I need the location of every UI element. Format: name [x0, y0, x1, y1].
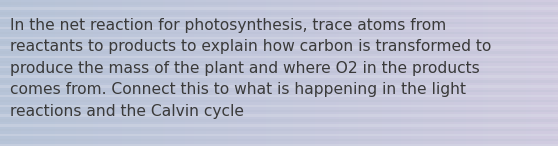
- Bar: [0, 41, 558, 44]
- Bar: [0, 139, 558, 141]
- Bar: [0, 22, 558, 24]
- Bar: [0, 95, 558, 97]
- Bar: [0, 56, 558, 58]
- Bar: [0, 27, 558, 29]
- Bar: [0, 144, 558, 146]
- Bar: [0, 61, 558, 63]
- Bar: [0, 90, 558, 92]
- Bar: [0, 7, 558, 10]
- Bar: [0, 46, 558, 49]
- Bar: [0, 36, 558, 39]
- Bar: [0, 32, 558, 34]
- Bar: [0, 105, 558, 107]
- Text: In the net reaction for photosynthesis, trace atoms from
reactants to products t: In the net reaction for photosynthesis, …: [10, 18, 492, 119]
- Bar: [0, 66, 558, 68]
- Bar: [0, 114, 558, 117]
- Bar: [0, 124, 558, 127]
- Bar: [0, 119, 558, 122]
- Bar: [0, 100, 558, 102]
- Bar: [0, 75, 558, 78]
- Bar: [0, 2, 558, 5]
- Bar: [0, 12, 558, 15]
- Bar: [0, 51, 558, 54]
- Bar: [0, 17, 558, 19]
- Bar: [0, 85, 558, 88]
- Bar: [0, 110, 558, 112]
- Bar: [0, 80, 558, 83]
- Bar: [0, 71, 558, 73]
- Bar: [0, 129, 558, 131]
- Bar: [0, 134, 558, 136]
